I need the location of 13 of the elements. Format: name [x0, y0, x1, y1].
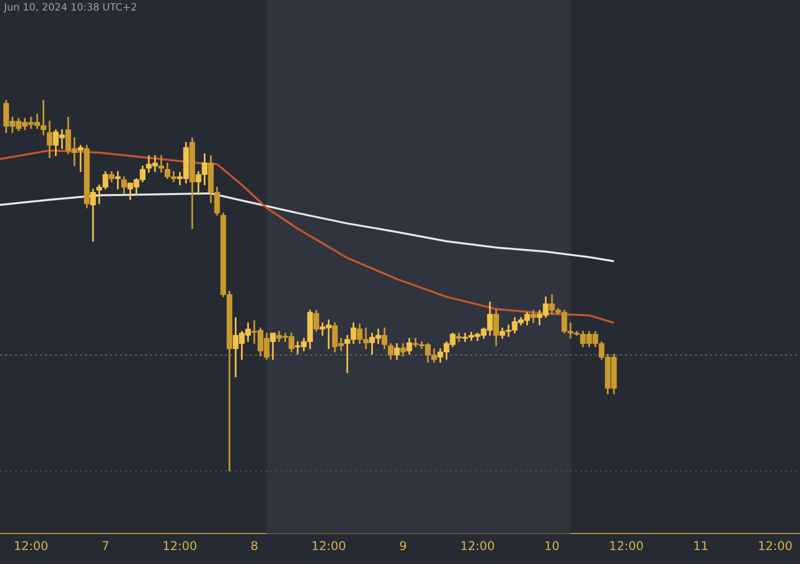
x-tick-label: 12:00 [14, 538, 48, 553]
x-tick-label: 12:00 [162, 538, 198, 553]
x-tick-label: 12:00 [758, 538, 792, 553]
x-tick-label: 11 [693, 538, 708, 553]
x-tick-label: 8 [250, 538, 258, 553]
candlestick [90, 188, 96, 242]
x-tick-label: 7 [102, 538, 110, 553]
x-tick-label: 12:00 [460, 538, 495, 553]
x-tick-label: 12:00 [609, 538, 644, 553]
text: Jun 10, 2024 10:38 UTC+2 [3, 2, 138, 14]
x-tick-label: 9 [399, 538, 407, 553]
x-tick-label: 10 [544, 538, 560, 553]
x-tick-label: 12:00 [311, 538, 346, 553]
